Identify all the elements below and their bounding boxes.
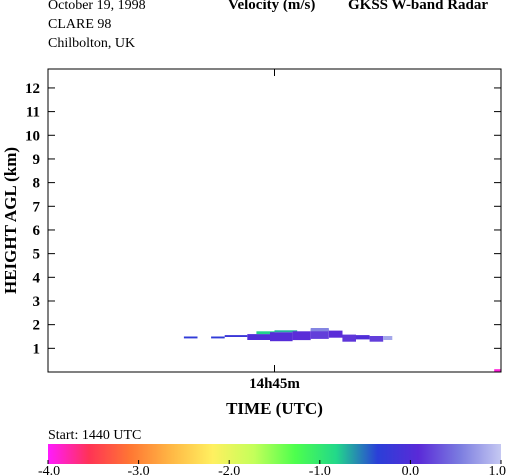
velocity-cell [274, 330, 298, 333]
y-tick-label: 9 [33, 152, 41, 168]
y-tick-label: 12 [25, 81, 40, 97]
start-time-label: Start: 1440 UTC [48, 428, 141, 443]
y-tick-label: 2 [33, 318, 41, 334]
y-axis-title: HEIGHT AGL (km) [1, 147, 20, 294]
y-tick-label: 6 [33, 223, 41, 239]
x-tick-label: 14h45m [249, 376, 300, 392]
x-axis-title: TIME (UTC) [226, 399, 323, 418]
colorbar [48, 444, 501, 464]
velocity-cell [270, 332, 293, 342]
velocity-cell [328, 330, 343, 338]
colorbar-tick-label: -2.0 [218, 464, 240, 476]
velocity-cell [292, 331, 311, 341]
velocity-cell [247, 334, 270, 340]
y-tick-label: 1 [33, 341, 41, 357]
velocity-cell [383, 336, 393, 340]
colorbar-tick-label: -1.0 [309, 464, 331, 476]
velocity-cell [356, 335, 370, 340]
y-tick-label: 5 [33, 247, 41, 263]
velocity-cell [494, 369, 501, 372]
colorbar-tick-label: -4.0 [38, 464, 60, 476]
velocity-cell [211, 336, 225, 339]
y-tick-label: 7 [33, 199, 41, 215]
y-tick-label: 4 [33, 270, 41, 286]
plot-frame [47, 68, 502, 373]
y-tick-label: 11 [26, 105, 40, 121]
date-label: October 19, 1998 [48, 0, 146, 13]
velocity-cell [310, 329, 329, 339]
velocity-cell [310, 328, 329, 332]
velocity-cell [224, 335, 248, 337]
instrument-title: GKSS W-band Radar [348, 0, 489, 13]
colorbar-tick-label: 1.0 [489, 464, 507, 476]
y-tick-label: 3 [33, 294, 41, 310]
quantity-title: Velocity (m/s) [228, 0, 316, 13]
colorbar-tick-label: 0.0 [402, 464, 420, 476]
location-label: Chilbolton, UK [48, 36, 136, 51]
y-tick-label: 8 [33, 176, 41, 192]
velocity-cell [256, 331, 275, 335]
x-axis: 14h45m [249, 69, 300, 392]
velocity-cells [183, 328, 501, 372]
velocity-cell [369, 336, 384, 342]
campaign-label: CLARE 98 [48, 17, 112, 32]
velocity-cell [342, 334, 356, 342]
colorbar-tick-label: -3.0 [128, 464, 150, 476]
y-tick-label: 10 [25, 128, 40, 144]
velocity-cell [183, 336, 198, 339]
colorbar-ticks: -4.0 -3.0 -2.0 -1.0 0.0 1.0 [38, 460, 506, 476]
